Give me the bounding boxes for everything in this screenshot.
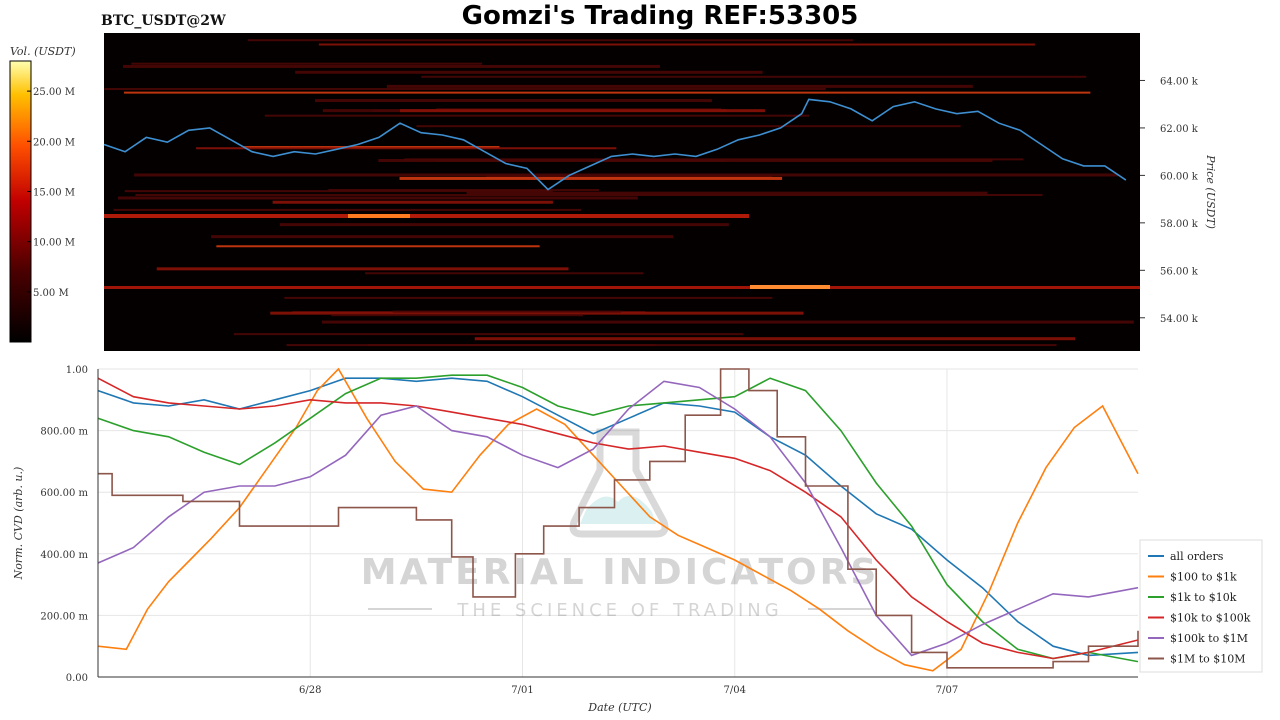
liquidity-band	[134, 173, 1119, 177]
colorbar-tick-label: 25.00 M	[33, 87, 75, 98]
price-axis-tick-label: 54.00 k	[1160, 314, 1199, 325]
colorbar-label: Vol. (USDT)	[10, 45, 76, 58]
colorbar-tick-label: 20.00 M	[33, 137, 75, 148]
legend: all orders $100 to $1k $1k to $10k $10k to …	[1148, 550, 1251, 666]
liquidity-band	[322, 320, 1134, 324]
legend-box	[1139, 539, 1263, 673]
liquidity-band	[124, 91, 1091, 94]
price-axis-label: Price (USDT)	[1204, 154, 1217, 229]
legend-entry: $100 to $1k	[1170, 571, 1237, 584]
liquidity-band	[331, 314, 584, 317]
series-line-all-orders	[97, 377, 1139, 657]
cvd-x-tick-label: 7/07	[936, 685, 958, 696]
liquidity-band	[315, 99, 712, 103]
liquidity-band	[113, 208, 582, 211]
liquidity-band	[104, 214, 749, 218]
cvd-x-axis-label: Date (UTC)	[587, 701, 651, 714]
cvd-y-tick-label: 800.00 m	[40, 427, 88, 438]
chart-title: Gomzi's Trading REF:53305	[462, 1, 859, 31]
series-line--100-to-1k	[97, 367, 1139, 672]
price-axis-tick-label: 64.00 k	[1160, 76, 1199, 87]
liquidity-band	[211, 235, 674, 239]
liquidity-band	[421, 75, 1087, 78]
colorbar-tick-label: 15.00 M	[33, 187, 75, 198]
colorbar-tick-label: 5.00 M	[33, 288, 69, 299]
symbol-label: BTC_USDT@2W	[101, 13, 226, 29]
price-series-line	[103, 98, 1127, 191]
liquidity-band	[124, 190, 553, 193]
liquidity-band	[216, 245, 540, 248]
price-axis-tick-label: 56.00 k	[1160, 266, 1199, 277]
liquidity-band	[436, 159, 726, 162]
cvd-y-axis: 1.00 800.00 m 600.00 m 400.00 m 200.00 m 0.00	[40, 365, 88, 684]
liquidity-band	[264, 114, 810, 117]
liquidity-band	[295, 70, 763, 74]
cvd-y-tick-label: 1.00	[66, 365, 88, 376]
price-axis: 64.00 k 62.00 k 60.00 k 58.00 k 56.00 k 54.00…	[1140, 76, 1199, 325]
liquidity-band	[365, 272, 644, 275]
liquidity-band	[328, 189, 599, 192]
legend-entry: $100k to $1M	[1170, 632, 1248, 645]
liquidity-band	[270, 311, 804, 315]
liquidity-band	[104, 286, 1140, 289]
cvd-x-axis: 6/28 7/01 7/04 7/07	[299, 685, 958, 696]
liquidity-band	[286, 344, 1057, 347]
series-line--100k-to-1m	[97, 380, 1139, 657]
series-line--1k-to-10k	[97, 374, 1139, 663]
colorbar-tick-label: 10.00 M	[33, 238, 75, 249]
legend-entry: all orders	[1170, 550, 1224, 563]
cvd-y-tick-label: 0.00	[66, 673, 88, 684]
liquidity-band	[279, 223, 729, 227]
liquidity-band	[233, 333, 744, 336]
legend-entry: $1k to $10k	[1170, 591, 1237, 604]
watermark: MATERIAL INDICATORS THE SCIENCE OF TRADI…	[361, 428, 880, 621]
liquidity-band	[123, 64, 660, 68]
cvd-y-axis-label: Norm. CVD (arb. u.)	[12, 467, 25, 581]
colorbar-ticks: 25.00 M 20.00 M 15.00 M 10.00 M 5.00 M	[27, 87, 75, 299]
price-axis-tick-label: 60.00 k	[1160, 171, 1199, 182]
liquidity-band	[318, 43, 1035, 46]
liquidity-band	[284, 296, 773, 299]
price-axis-tick-label: 58.00 k	[1160, 219, 1199, 230]
liquidity-band	[272, 200, 553, 204]
liquidity-band	[135, 193, 1043, 196]
heatmap-bands	[104, 39, 1140, 347]
cvd-x-tick-label: 7/01	[511, 685, 533, 696]
liquidity-band	[247, 39, 854, 42]
liquidity-band	[156, 267, 569, 271]
liquidity-band	[392, 310, 622, 313]
cvd-x-tick-label: 6/28	[299, 685, 321, 696]
liquidity-band	[404, 158, 1024, 161]
series-line--10k-to-100k	[97, 377, 1139, 660]
liquidity-band	[399, 109, 765, 113]
cvd-x-tick-label: 7/04	[724, 685, 746, 696]
colorbar	[9, 60, 32, 343]
liquidity-band	[244, 146, 500, 149]
liquidity-band	[348, 214, 410, 218]
liquidity-band	[399, 176, 783, 180]
legend-entry: $10k to $100k	[1170, 612, 1251, 625]
price-axis-tick-label: 62.00 k	[1160, 124, 1199, 135]
liquidity-band	[118, 196, 638, 200]
price-line	[103, 98, 1127, 191]
cvd-series	[97, 367, 1139, 672]
cvd-y-tick-label: 200.00 m	[40, 611, 88, 622]
liquidity-band	[474, 337, 1076, 341]
liquidity-band	[386, 84, 973, 88]
liquidity-band	[750, 285, 830, 289]
liquidity-band	[367, 344, 656, 347]
liquidity-band	[104, 88, 826, 91]
cvd-y-tick-label: 400.00 m	[40, 550, 88, 561]
liquidity-band	[466, 191, 988, 195]
liquidity-band	[416, 125, 961, 128]
cvd-y-tick-label: 600.00 m	[40, 488, 88, 499]
liquidity-band	[196, 147, 617, 150]
legend-entry: $1M to $10M	[1170, 653, 1246, 666]
liquidity-band	[131, 62, 483, 65]
watermark-tagline: THE SCIENCE OF TRADING	[456, 600, 782, 621]
series-line--1m-to-10m	[98, 368, 1139, 669]
watermark-brand: MATERIAL INDICATORS	[361, 552, 880, 593]
